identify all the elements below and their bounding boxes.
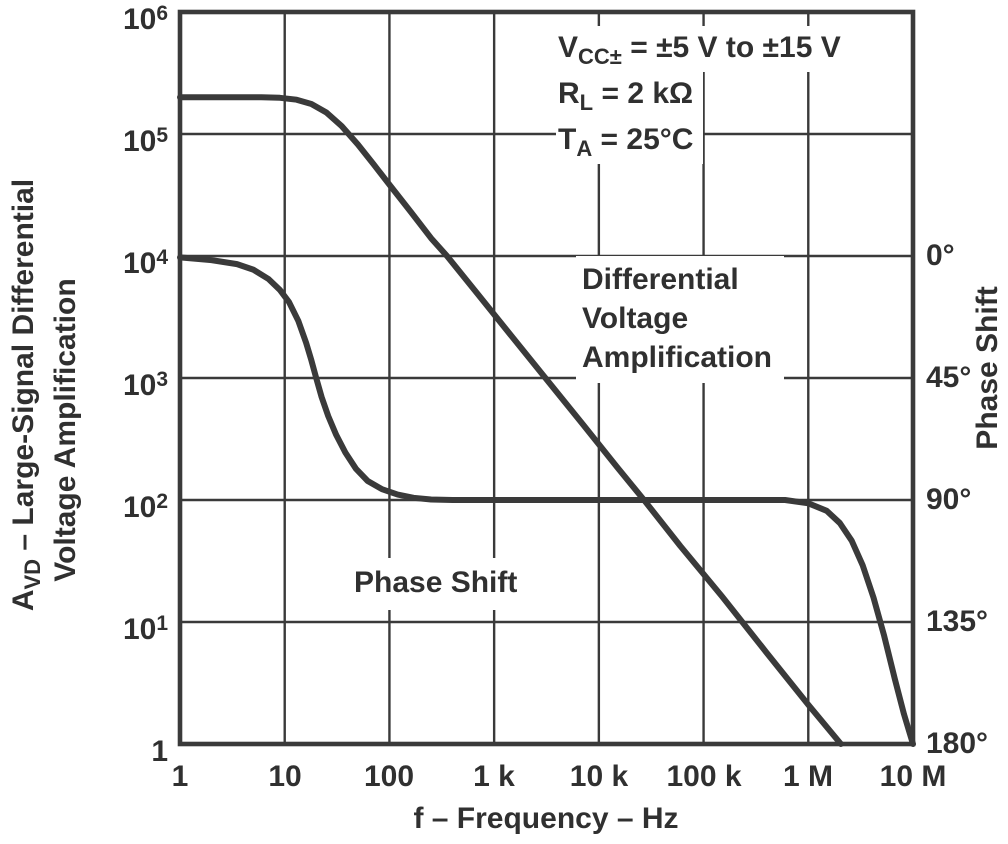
phase-curve xyxy=(177,254,916,747)
x-axis-title: f – Frequency – Hz xyxy=(413,802,679,835)
y-axis-tick-label: 102 xyxy=(122,490,168,524)
condition-ta: TA = 25°C xyxy=(556,118,704,164)
y-axis-title-line1: AVD – Large-Signal Differential xyxy=(7,178,45,612)
y-axis-tick-label: 101 xyxy=(122,612,168,646)
x-axis-tick-label: 1 k xyxy=(473,760,515,793)
x-axis-tick-label: 10 xyxy=(268,760,302,793)
phase-curve-label: Phase Shift xyxy=(336,558,540,610)
y-axis-tick-label: 103 xyxy=(122,368,168,402)
plot-frame xyxy=(177,9,916,747)
y-axis-tick-label: 104 xyxy=(122,246,168,280)
condition-rl: RL = 2 kΩ xyxy=(556,72,704,118)
test-conditions-annotation: VCC± = ±5 V to ±15 V RL = 2 kΩ TA = 25°C xyxy=(556,26,851,164)
phase-axis-tick-label: 90° xyxy=(926,483,972,516)
y-axis-tick-label: 1 xyxy=(151,735,168,768)
phase-axis-title: Phase Shift xyxy=(971,286,1004,450)
x-axis-tick-label: 1 M xyxy=(782,760,833,793)
x-axis-tick-label: 10 k xyxy=(569,760,629,793)
phase-axis-tick-label: 45° xyxy=(926,361,972,394)
phase-axis-tick-label: 0° xyxy=(926,239,955,272)
phase-axis-tick-label: 180° xyxy=(926,727,989,760)
x-axis-tick-label: 1 xyxy=(171,760,189,793)
phase-axis-tick-label: 135° xyxy=(926,605,989,638)
x-axis-tick-label: 100 xyxy=(363,760,415,793)
y-axis-title-line2: Voltage Amplification xyxy=(49,278,82,582)
amplification-curve-label: Differential Voltage Amplification xyxy=(576,256,785,383)
y-axis-tick-label: 105 xyxy=(122,124,168,158)
x-axis-tick-label: 10 M xyxy=(879,760,947,793)
y-axis-tick-label: 106 xyxy=(122,2,168,36)
x-axis-tick-label: 100 k xyxy=(666,760,742,793)
condition-vcc: VCC± = ±5 V to ±15 V xyxy=(556,26,851,72)
amplification-curve xyxy=(177,94,844,747)
